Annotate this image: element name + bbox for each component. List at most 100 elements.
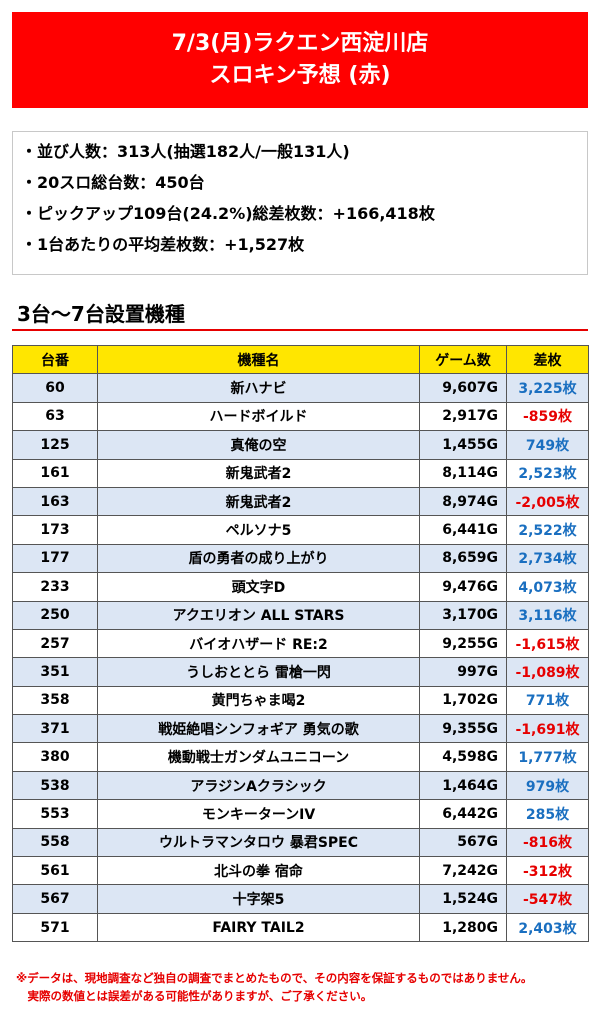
- cell-machine-name: 新ハナビ: [97, 373, 420, 403]
- cell-number: 177: [12, 543, 98, 574]
- disclaimer-line-1: ※データは、現地調査など独自の調査でまとめたもので、その内容を保証するものではあ…: [16, 971, 533, 985]
- cell-games: 2,917G: [419, 401, 507, 432]
- cell-number: 371: [12, 714, 98, 744]
- cell-machine-name: 頭文字D: [97, 572, 420, 602]
- cell-diff: 2,403枚: [506, 912, 589, 943]
- cell-number: 358: [12, 685, 98, 716]
- cell-number: 233: [12, 572, 98, 602]
- cell-machine-name: 十字架5: [97, 884, 420, 914]
- cell-games: 7,242G: [419, 856, 507, 886]
- table-row: 380 機動戦士ガンダムユニコーン 4,598G 1,777枚: [12, 742, 589, 772]
- cell-number: 161: [12, 458, 98, 488]
- cell-diff: 2,523枚: [506, 458, 589, 488]
- cell-machine-name: 機動戦士ガンダムユニコーン: [97, 742, 420, 772]
- cell-diff: -859枚: [506, 401, 589, 432]
- table-row: 567 十字架5 1,524G -547枚: [12, 884, 589, 914]
- cell-games: 6,441G: [419, 515, 507, 545]
- cell-number: 257: [12, 628, 98, 659]
- cell-diff: -312枚: [506, 856, 589, 886]
- cell-diff: -1,615枚: [506, 628, 589, 659]
- cell-games: 4,598G: [419, 742, 507, 772]
- column-header-diff: 差枚: [506, 344, 589, 375]
- cell-machine-name: 新鬼武者2: [97, 458, 420, 488]
- summary-average: ・1台あたりの平均差枚数：+1,527枚: [21, 235, 305, 254]
- column-header-machine: 機種名: [97, 344, 420, 375]
- table-row: 538 アラジンAクラシック 1,464G 979枚: [12, 770, 589, 801]
- table-row: 63 ハードボイルド 2,917G -859枚: [12, 401, 589, 432]
- cell-games: 1,280G: [419, 912, 507, 943]
- cell-diff: -816枚: [506, 827, 589, 858]
- cell-machine-name: FAIRY TAIL2: [97, 912, 420, 943]
- section-title: 3台～7台設置機種: [17, 302, 185, 326]
- cell-diff: 4,073枚: [506, 572, 589, 602]
- cell-games: 8,974G: [419, 486, 507, 517]
- cell-machine-name: バイオハザード RE:2: [97, 628, 420, 659]
- cell-games: 1,464G: [419, 770, 507, 801]
- cell-number: 63: [12, 401, 98, 432]
- cell-number: 558: [12, 827, 98, 858]
- summary-box: ・並び人数：313人(抽選182人/一般131人) ・20スロ総台数：450台 …: [12, 131, 588, 275]
- cell-diff: 285枚: [506, 799, 589, 829]
- cell-machine-name: 新鬼武者2: [97, 486, 420, 517]
- cell-number: 553: [12, 799, 98, 829]
- cell-machine-name: 北斗の拳 宿命: [97, 856, 420, 886]
- table-row: 553 モンキーターンIV 6,442G 285枚: [12, 799, 589, 829]
- cell-machine-name: アラジンAクラシック: [97, 770, 420, 801]
- column-header-number: 台番: [12, 344, 98, 375]
- cell-games: 997G: [419, 657, 507, 687]
- cell-number: 571: [12, 912, 98, 943]
- cell-games: 9,476G: [419, 572, 507, 602]
- summary-total-machines: ・20スロ総台数：450台: [21, 173, 205, 192]
- cell-machine-name: 戦姫絶唱シンフォギア 勇気の歌: [97, 714, 420, 744]
- cell-diff: 771枚: [506, 685, 589, 716]
- cell-number: 163: [12, 486, 98, 517]
- cell-games: 1,524G: [419, 884, 507, 914]
- cell-number: 173: [12, 515, 98, 545]
- cell-games: 9,255G: [419, 628, 507, 659]
- cell-games: 567G: [419, 827, 507, 858]
- cell-games: 9,355G: [419, 714, 507, 744]
- cell-number: 538: [12, 770, 98, 801]
- table-row: 60 新ハナビ 9,607G 3,225枚: [12, 373, 589, 403]
- summary-pickup: ・ピックアップ109台(24.2%)総差枚数：+166,418枚: [21, 204, 435, 223]
- table-row: 257 バイオハザード RE:2 9,255G -1,615枚: [12, 628, 589, 659]
- cell-games: 9,607G: [419, 373, 507, 403]
- cell-number: 250: [12, 600, 98, 630]
- cell-machine-name: ペルソナ5: [97, 515, 420, 545]
- cell-number: 561: [12, 856, 98, 886]
- table-row: 571 FAIRY TAIL2 1,280G 2,403枚: [12, 912, 589, 943]
- summary-queue: ・並び人数：313人(抽選182人/一般131人): [21, 142, 350, 161]
- table-row: 351 うしおととら 雷槍一閃 997G -1,089枚: [12, 657, 589, 687]
- cell-diff: 979枚: [506, 770, 589, 801]
- cell-machine-name: 真俺の空: [97, 430, 420, 460]
- cell-diff: 749枚: [506, 430, 589, 460]
- section-divider: [12, 329, 588, 331]
- cell-diff: -2,005枚: [506, 486, 589, 517]
- cell-diff: -1,691枚: [506, 714, 589, 744]
- table-row: 125 真俺の空 1,455G 749枚: [12, 430, 589, 460]
- machine-table: 台番 機種名 ゲーム数 差枚 60 新ハナビ 9,607G 3,225枚 63 ハードボイ…: [12, 344, 589, 943]
- disclaimer: ※データは、現地調査など独自の調査でまとめたもので、その内容を保証するものではあ…: [16, 969, 532, 1005]
- cell-games: 8,659G: [419, 543, 507, 574]
- cell-machine-name: 盾の勇者の成り上がり: [97, 543, 420, 574]
- cell-machine-name: 黄門ちゃま喝2: [97, 685, 420, 716]
- table-row: 163 新鬼武者2 8,974G -2,005枚: [12, 486, 589, 517]
- cell-number: 125: [12, 430, 98, 460]
- column-header-games: ゲーム数: [419, 344, 507, 375]
- cell-machine-name: アクエリオン ALL STARS: [97, 600, 420, 630]
- cell-diff: 2,734枚: [506, 543, 589, 574]
- table-row: 173 ペルソナ5 6,441G 2,522枚: [12, 515, 589, 545]
- table-row: 558 ウルトラマンタロウ 暴君SPEC 567G -816枚: [12, 827, 589, 858]
- cell-games: 8,114G: [419, 458, 507, 488]
- cell-diff: 3,116枚: [506, 600, 589, 630]
- cell-machine-name: うしおととら 雷槍一閃: [97, 657, 420, 687]
- cell-diff: 3,225枚: [506, 373, 589, 403]
- cell-diff: -1,089枚: [506, 657, 589, 687]
- disclaimer-line-2: 実際の数値とは誤差がある可能性がありますが、ご了承ください。: [16, 989, 373, 1003]
- table-row: 250 アクエリオン ALL STARS 3,170G 3,116枚: [12, 600, 589, 630]
- table-header-row: 台番 機種名 ゲーム数 差枚: [12, 344, 589, 375]
- cell-machine-name: ハードボイルド: [97, 401, 420, 432]
- cell-diff: -547枚: [506, 884, 589, 914]
- cell-games: 1,455G: [419, 430, 507, 460]
- cell-number: 351: [12, 657, 98, 687]
